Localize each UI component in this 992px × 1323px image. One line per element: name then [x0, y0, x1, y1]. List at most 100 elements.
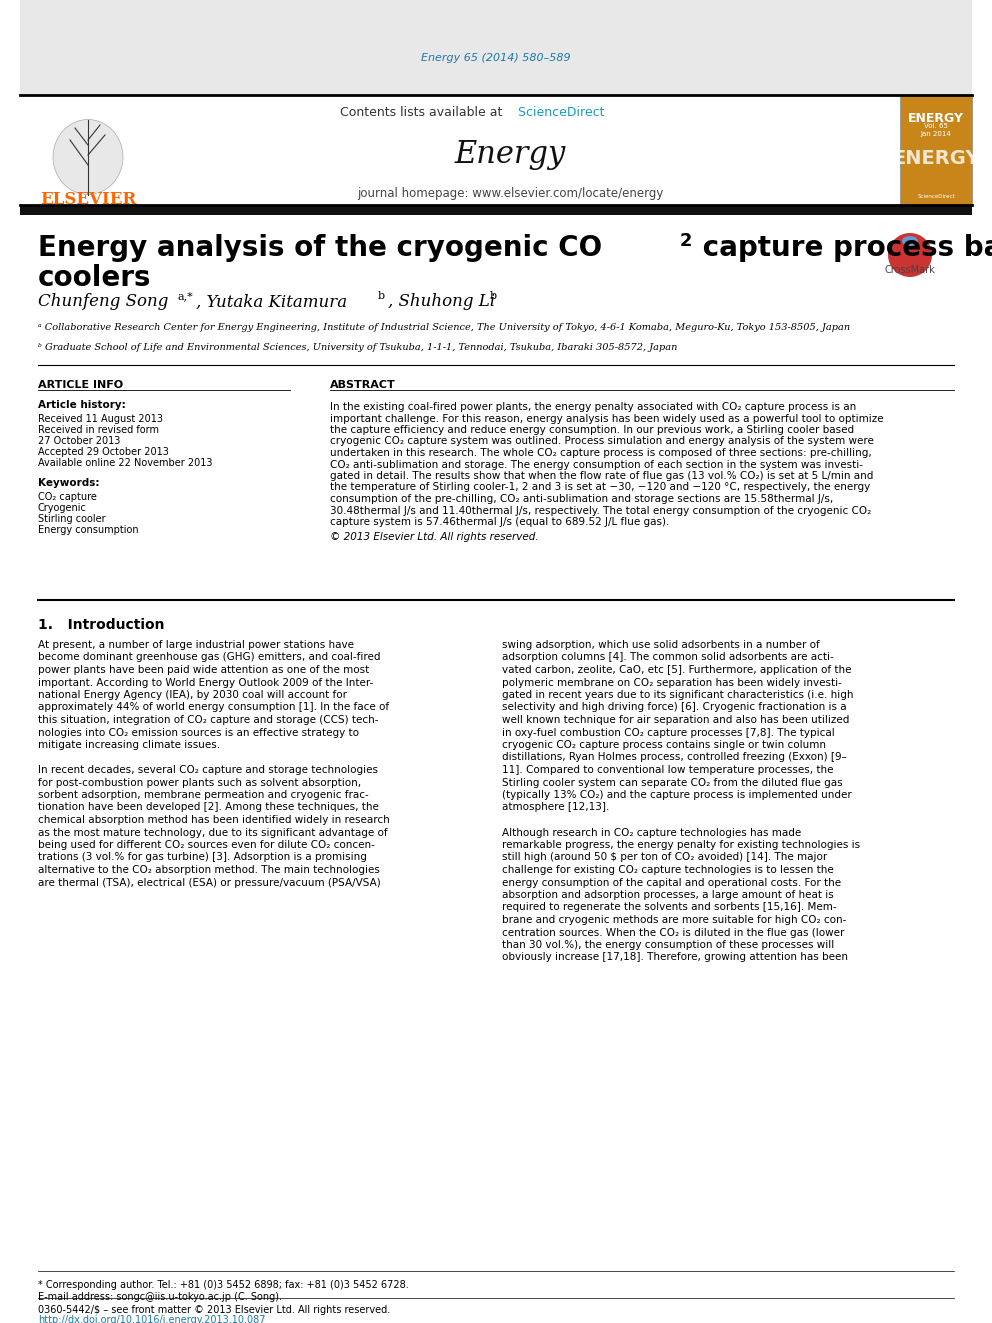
Text: well known technique for air separation and also has been utilized: well known technique for air separation …: [502, 714, 849, 725]
Text: b: b: [378, 291, 385, 302]
Text: Energy: Energy: [454, 139, 565, 171]
Text: cryogenic CO₂ capture process contains single or twin column: cryogenic CO₂ capture process contains s…: [502, 740, 826, 750]
Text: Although research in CO₂ capture technologies has made: Although research in CO₂ capture technol…: [502, 827, 802, 837]
Text: centration sources. When the CO₂ is diluted in the flue gas (lower: centration sources. When the CO₂ is dilu…: [502, 927, 844, 938]
Text: CrossMark: CrossMark: [885, 265, 935, 275]
Text: CO₂ anti-sublimation and storage. The energy consumption of each section in the : CO₂ anti-sublimation and storage. The en…: [330, 459, 863, 470]
Text: being used for different CO₂ sources even for dilute CO₂ concen-: being used for different CO₂ sources eve…: [38, 840, 375, 849]
Text: 2: 2: [680, 232, 692, 250]
Text: Available online 22 November 2013: Available online 22 November 2013: [38, 458, 212, 468]
Text: obviously increase [17,18]. Therefore, growing attention has been: obviously increase [17,18]. Therefore, g…: [502, 953, 848, 963]
Text: In recent decades, several CO₂ capture and storage technologies: In recent decades, several CO₂ capture a…: [38, 765, 378, 775]
FancyBboxPatch shape: [20, 95, 175, 205]
Text: become dominant greenhouse gas (GHG) emitters, and coal-fired: become dominant greenhouse gas (GHG) emi…: [38, 652, 381, 663]
Text: for post-combustion power plants such as solvent absorption,: for post-combustion power plants such as…: [38, 778, 361, 787]
Text: 0360-5442/$ – see front matter © 2013 Elsevier Ltd. All rights reserved.: 0360-5442/$ – see front matter © 2013 El…: [38, 1304, 390, 1315]
Text: undertaken in this research. The whole CO₂ capture process is composed of three : undertaken in this research. The whole C…: [330, 448, 872, 458]
Text: Vol. 65
Jan 2014: Vol. 65 Jan 2014: [921, 123, 951, 136]
Text: atmosphere [12,13].: atmosphere [12,13].: [502, 803, 609, 812]
Text: ARTICLE INFO: ARTICLE INFO: [38, 380, 123, 390]
FancyBboxPatch shape: [900, 95, 972, 205]
Text: Energy consumption: Energy consumption: [38, 525, 139, 534]
Text: absorption and adsorption processes, a large amount of heat is: absorption and adsorption processes, a l…: [502, 890, 833, 900]
Text: nologies into CO₂ emission sources is an effective strategy to: nologies into CO₂ emission sources is an…: [38, 728, 359, 737]
Text: important. According to World Energy Outlook 2009 of the Inter-: important. According to World Energy Out…: [38, 677, 373, 688]
Text: than 30 vol.%), the energy consumption of these processes will: than 30 vol.%), the energy consumption o…: [502, 941, 834, 950]
Text: 1.   Introduction: 1. Introduction: [38, 618, 165, 632]
Text: energy consumption of the capital and operational costs. For the: energy consumption of the capital and op…: [502, 877, 841, 888]
Text: ᵇ Graduate School of Life and Environmental Sciences, University of Tsukuba, 1-1: ᵇ Graduate School of Life and Environmen…: [38, 343, 678, 352]
Text: Accepted 29 October 2013: Accepted 29 October 2013: [38, 447, 169, 456]
Text: capture system is 57.46thermal J/s (equal to 689.52 J/L flue gas).: capture system is 57.46thermal J/s (equa…: [330, 517, 670, 527]
Circle shape: [888, 233, 932, 277]
Text: b: b: [490, 291, 497, 302]
Text: as the most mature technology, due to its significant advantage of: as the most mature technology, due to it…: [38, 827, 388, 837]
Text: this situation, integration of CO₂ capture and storage (CCS) tech-: this situation, integration of CO₂ captu…: [38, 714, 379, 725]
Ellipse shape: [53, 119, 123, 194]
Text: ᵃ Collaborative Research Center for Energy Engineering, Institute of Industrial : ᵃ Collaborative Research Center for Ener…: [38, 323, 850, 332]
Text: the temperature of Stirling cooler-1, 2 and 3 is set at −30, −120 and −120 °C, r: the temperature of Stirling cooler-1, 2 …: [330, 483, 870, 492]
Text: Stirling cooler: Stirling cooler: [38, 515, 105, 524]
Text: a,*: a,*: [178, 291, 193, 302]
Text: Stirling cooler system can separate CO₂ from the diluted flue gas: Stirling cooler system can separate CO₂ …: [502, 778, 842, 787]
Text: brane and cryogenic methods are more suitable for high CO₂ con-: brane and cryogenic methods are more sui…: [502, 916, 846, 925]
Text: in oxy-fuel combustion CO₂ capture processes [7,8]. The typical: in oxy-fuel combustion CO₂ capture proce…: [502, 728, 834, 737]
Text: remarkable progress, the energy penalty for existing technologies is: remarkable progress, the energy penalty …: [502, 840, 860, 849]
Text: Energy analysis of the cryogenic CO: Energy analysis of the cryogenic CO: [38, 234, 602, 262]
Text: consumption of the pre-chilling, CO₂ anti-sublimation and storage sections are 1: consumption of the pre-chilling, CO₂ ant…: [330, 493, 833, 504]
Text: (typically 13% CO₂) and the capture process is implemented under: (typically 13% CO₂) and the capture proc…: [502, 790, 852, 800]
Text: selectivity and high driving force) [6]. Cryogenic fractionation is a: selectivity and high driving force) [6].…: [502, 703, 846, 713]
Text: sorbent adsorption, membrane permeation and cryogenic frac-: sorbent adsorption, membrane permeation …: [38, 790, 369, 800]
Text: Contents lists available at: Contents lists available at: [339, 106, 510, 119]
Text: alternative to the CO₂ absorption method. The main technologies: alternative to the CO₂ absorption method…: [38, 865, 380, 875]
Text: Received 11 August 2013: Received 11 August 2013: [38, 414, 163, 423]
Text: © 2013 Elsevier Ltd. All rights reserved.: © 2013 Elsevier Ltd. All rights reserved…: [330, 532, 539, 542]
FancyBboxPatch shape: [20, 0, 972, 95]
Text: distillations, Ryan Holmes process, controlled freezing (Exxon) [9–: distillations, Ryan Holmes process, cont…: [502, 753, 847, 762]
Text: ABSTRACT: ABSTRACT: [330, 380, 396, 390]
Text: , Yutaka Kitamura: , Yutaka Kitamura: [196, 294, 347, 311]
Text: challenge for existing CO₂ capture technologies is to lessen the: challenge for existing CO₂ capture techn…: [502, 865, 833, 875]
Text: ScienceDirect: ScienceDirect: [510, 106, 604, 119]
Text: vated carbon, zeolite, CaO, etc [5]. Furthermore, application of the: vated carbon, zeolite, CaO, etc [5]. Fur…: [502, 665, 851, 675]
Text: 11]. Compared to conventional low temperature processes, the: 11]. Compared to conventional low temper…: [502, 765, 833, 775]
Text: http://dx.doi.org/10.1016/j.energy.2013.10.087: http://dx.doi.org/10.1016/j.energy.2013.…: [38, 1315, 266, 1323]
Text: ENERGY: ENERGY: [892, 148, 980, 168]
Text: swing adsorption, which use solid adsorbents in a number of: swing adsorption, which use solid adsorb…: [502, 640, 819, 650]
Text: polymeric membrane on CO₂ separation has been widely investi-: polymeric membrane on CO₂ separation has…: [502, 677, 842, 688]
Text: national Energy Agency (IEA), by 2030 coal will account for: national Energy Agency (IEA), by 2030 co…: [38, 691, 347, 700]
Text: Received in revised form: Received in revised form: [38, 425, 159, 435]
Text: coolers: coolers: [38, 265, 152, 292]
Text: ScienceDirect: ScienceDirect: [918, 194, 955, 200]
Text: still high (around 50 $ per ton of CO₂ avoided) [14]. The major: still high (around 50 $ per ton of CO₂ a…: [502, 852, 827, 863]
Text: journal homepage: www.elsevier.com/locate/energy: journal homepage: www.elsevier.com/locat…: [357, 187, 664, 200]
Text: CO₂ capture: CO₂ capture: [38, 492, 97, 501]
Text: cryogenic CO₂ capture system was outlined. Process simulation and energy analysi: cryogenic CO₂ capture system was outline…: [330, 437, 874, 446]
FancyBboxPatch shape: [20, 205, 972, 216]
Text: tionation have been developed [2]. Among these techniques, the: tionation have been developed [2]. Among…: [38, 803, 379, 812]
Text: capture process based on Stirling: capture process based on Stirling: [693, 234, 992, 262]
Text: ELSEVIER: ELSEVIER: [40, 192, 136, 209]
Text: Article history:: Article history:: [38, 400, 126, 410]
Text: * Corresponding author. Tel.: +81 (0)3 5452 6898; fax: +81 (0)3 5452 6728.: * Corresponding author. Tel.: +81 (0)3 5…: [38, 1279, 409, 1290]
Text: trations (3 vol.% for gas turbine) [3]. Adsorption is a promising: trations (3 vol.% for gas turbine) [3]. …: [38, 852, 367, 863]
Text: At present, a number of large industrial power stations have: At present, a number of large industrial…: [38, 640, 354, 650]
Text: 27 October 2013: 27 October 2013: [38, 437, 120, 446]
Text: are thermal (TSA), electrical (ESA) or pressure/vacuum (PSA/VSA): are thermal (TSA), electrical (ESA) or p…: [38, 877, 381, 888]
Text: chemical absorption method has been identified widely in research: chemical absorption method has been iden…: [38, 815, 390, 826]
Text: mitigate increasing climate issues.: mitigate increasing climate issues.: [38, 740, 220, 750]
Text: gated in recent years due to its significant characteristics (i.e. high: gated in recent years due to its signifi…: [502, 691, 853, 700]
Text: E-mail address: songc@iis.u-tokyo.ac.jp (C. Song).: E-mail address: songc@iis.u-tokyo.ac.jp …: [38, 1293, 282, 1302]
Text: the capture efficiency and reduce energy consumption. In our previous work, a St: the capture efficiency and reduce energy…: [330, 425, 854, 435]
Text: ENERGY: ENERGY: [908, 111, 964, 124]
Text: Energy 65 (2014) 580–589: Energy 65 (2014) 580–589: [422, 53, 570, 64]
Text: approximately 44% of world energy consumption [1]. In the face of: approximately 44% of world energy consum…: [38, 703, 389, 713]
Text: Keywords:: Keywords:: [38, 478, 99, 488]
Text: gated in detail. The results show that when the flow rate of flue gas (13 vol.% : gated in detail. The results show that w…: [330, 471, 873, 482]
Text: important challenge. For this reason, energy analysis has been widely used as a : important challenge. For this reason, en…: [330, 414, 884, 423]
Text: required to regenerate the solvents and sorbents [15,16]. Mem-: required to regenerate the solvents and …: [502, 902, 836, 913]
Text: , Shuhong Li: , Shuhong Li: [388, 294, 495, 311]
Text: In the existing coal-fired power plants, the energy penalty associated with CO₂ : In the existing coal-fired power plants,…: [330, 402, 856, 411]
Text: Cryogenic: Cryogenic: [38, 503, 87, 513]
Text: 30.48thermal J/s and 11.40thermal J/s, respectively. The total energy consumptio: 30.48thermal J/s and 11.40thermal J/s, r…: [330, 505, 871, 516]
